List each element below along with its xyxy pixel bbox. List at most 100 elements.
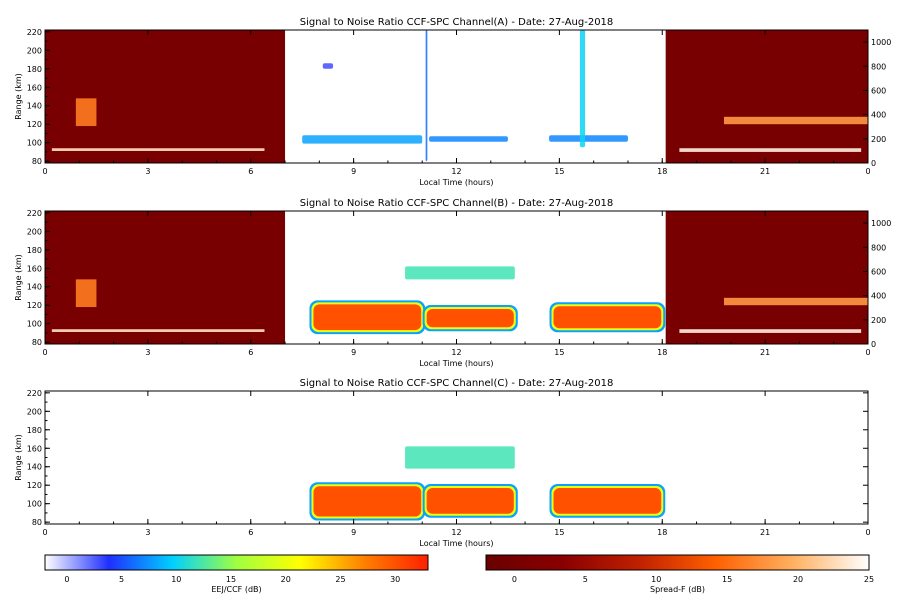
x-tick-label: 3 [145,167,150,176]
eej-patch [405,446,515,469]
x-tick-label: 21 [760,348,770,357]
eej-patch [322,63,334,69]
x-tick-label: 6 [248,528,253,537]
y2-tick-label: 200 [871,135,886,144]
colorbar-tick-label: 5 [119,575,124,584]
y-axis-label: Range (km) [14,73,23,120]
x-tick-label: 9 [351,528,356,537]
x-tick-label: 0 [865,528,870,537]
x-tick-label: 12 [451,348,461,357]
x-tick-label: 15 [554,167,564,176]
y-tick-label: 220 [27,209,42,218]
spread-f-layer [723,297,868,306]
colorbar-tick-label: 15 [722,575,732,584]
y-tick-label: 200 [27,227,42,236]
colorbar-gradient [44,554,429,571]
x-tick-label: 0 [42,528,47,537]
colorbar-tick-label: 10 [651,575,661,584]
eej-patch [429,136,508,142]
x-tick-label: 0 [865,348,870,357]
eej-patch [579,30,586,148]
y-tick-label: 100 [27,320,42,329]
colorbar-tick-label: 0 [64,575,69,584]
y-tick-label: 100 [27,139,42,148]
colorbar-tick-label: 0 [512,575,517,584]
y-tick-label: 140 [27,102,42,111]
colorbar-tick-label: 5 [583,575,588,584]
x-tick-label: 15 [554,528,564,537]
y-tick-label: 160 [27,444,42,453]
colorbar-tick-label: 30 [390,575,400,584]
x-tick-label: 21 [760,167,770,176]
y-tick-label: 200 [27,407,42,416]
x-tick-label: 6 [248,167,253,176]
chart-title: Signal to Noise Ratio CCF-SPC Channel(A)… [300,17,614,28]
y2-tick-label: 1000 [871,38,891,47]
y-axis-label: Range (km) [14,254,23,301]
y-tick-label: 160 [27,264,42,273]
chart-title: Signal to Noise Ratio CCF-SPC Channel(C)… [300,378,614,389]
y-tick-label: 80 [32,518,42,527]
colorbar-label: Spread-F (dB) [650,585,705,594]
panel-b: Signal to Noise Ratio CCF-SPC Channel(B)… [14,198,891,368]
colorbar-tick-label: 15 [226,575,236,584]
spread-f-layer [51,148,265,151]
eej-patch [302,135,423,144]
y2-tick-label: 0 [871,159,876,168]
eej-patch [553,306,662,329]
x-tick-label: 0 [865,167,870,176]
x-tick-label: 15 [554,348,564,357]
y2-tick-label: 800 [871,62,886,71]
x-tick-label: 18 [657,528,667,537]
y-tick-label: 200 [27,46,42,55]
x-tick-label: 6 [248,348,253,357]
spread-f-layer [75,279,97,308]
spread-f-block [665,30,868,163]
y-tick-label: 80 [32,338,42,347]
eej-patch [313,486,422,517]
eej-patch [313,304,422,331]
eej-patch [426,488,514,514]
eej-patch [549,135,628,142]
spread-f-layer [679,148,862,152]
y2-tick-label: 800 [871,243,886,252]
y-tick-label: 140 [27,283,42,292]
y-tick-label: 120 [27,301,42,310]
x-tick-label: 21 [760,528,770,537]
x-tick-label: 12 [451,167,461,176]
y-tick-label: 100 [27,500,42,509]
y-tick-label: 220 [27,28,42,37]
colorbar-label: EEJ/CCF (dB) [211,585,261,594]
y2-tick-label: 1000 [871,219,891,228]
eej-patch [553,488,662,514]
y-tick-label: 160 [27,83,42,92]
y-axis-label: Range (km) [14,434,23,481]
colorbar-tick-label: 10 [171,575,181,584]
x-tick-label: 12 [451,528,461,537]
y-tick-label: 180 [27,246,42,255]
y-tick-label: 220 [27,389,42,398]
y2-tick-label: 600 [871,267,886,276]
colorbar-tick-label: 20 [281,575,291,584]
colorbar-eej: 0 5 10 15 20 25 30 EEJ/CCF (dB) [44,554,429,594]
x-tick-label: 9 [351,167,356,176]
y2-tick-label: 0 [871,340,876,349]
y-tick-label: 120 [27,481,42,490]
chart-title: Signal to Noise Ratio CCF-SPC Channel(B)… [300,198,614,209]
x-tick-label: 3 [145,528,150,537]
panel-a: Signal to Noise Ratio CCF-SPC Channel(A)… [14,17,891,187]
spread-f-layer [75,98,97,127]
x-axis-label: Local Time (hours) [419,178,493,187]
x-tick-label: 3 [145,348,150,357]
colorbar-tick-label: 20 [793,575,803,584]
spread-f-layer [679,329,862,333]
y2-tick-label: 400 [871,111,886,120]
x-tick-label: 18 [657,348,667,357]
y2-tick-label: 200 [871,316,886,325]
colorbar-tick-label: 25 [335,575,345,584]
y-tick-label: 180 [27,426,42,435]
x-axis-label: Local Time (hours) [419,539,493,548]
eej-patch [426,308,514,328]
colorbar-tick-label: 25 [864,575,874,584]
x-tick-label: 0 [42,348,47,357]
